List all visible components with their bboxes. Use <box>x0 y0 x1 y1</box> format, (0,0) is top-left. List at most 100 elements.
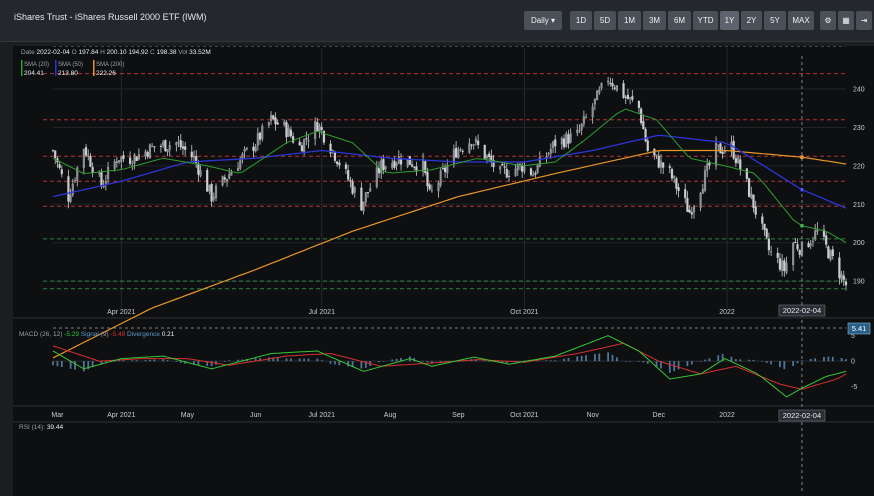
legend-name: SMA (200) <box>96 62 124 68</box>
macd-histogram-bar <box>166 360 169 362</box>
macd-histogram-bar <box>87 361 90 370</box>
month-axis-tick: May <box>181 412 195 419</box>
range-button-5y[interactable]: 5Y <box>764 11 786 30</box>
candle-body <box>567 134 570 144</box>
range-button-3m[interactable]: 3M <box>643 11 666 30</box>
macd-histogram-bar <box>607 352 609 362</box>
candle-body <box>761 216 764 224</box>
legend-value: 204.41 <box>24 70 44 77</box>
candle-body <box>206 170 209 192</box>
grid-lines <box>13 48 874 423</box>
macd-histogram-bar <box>840 357 843 362</box>
macd-histogram-bar <box>135 360 138 362</box>
range-button-1y[interactable]: 1Y <box>720 11 739 30</box>
range-button-1m[interactable]: 1M <box>618 11 641 30</box>
macd-histogram-bar <box>285 358 288 362</box>
candle-body <box>662 162 665 168</box>
range-button-1d[interactable]: 1D <box>570 11 592 30</box>
candle-body <box>223 177 226 180</box>
candle-body <box>428 184 431 190</box>
chart-svg[interactable]: 190 200 210 220 230 240 Apr 2021 Jul 2021 Oct 20… <box>13 41 874 496</box>
candle-body <box>276 122 279 125</box>
candle-body <box>490 155 493 162</box>
range-button-ytd[interactable]: YTD <box>693 11 718 30</box>
month-axis-tick: Aug <box>384 412 397 419</box>
moving-averages <box>52 108 847 359</box>
price-axis-tick: 220 <box>853 163 865 170</box>
candle-body <box>87 154 90 156</box>
macd-histogram-bar <box>197 361 200 366</box>
candle-body <box>750 193 753 199</box>
candle-body <box>701 188 704 194</box>
candle-body <box>399 158 403 165</box>
macd-legend: MACD (26, 12) -5.29 Signal (9) -5.49 Div… <box>19 331 175 338</box>
candle-body <box>708 162 711 166</box>
candle-body <box>166 149 169 153</box>
candle-body <box>320 127 323 130</box>
price-axis-tick: 190 <box>853 279 865 286</box>
candle-body <box>60 169 63 175</box>
legend-swatch <box>55 60 57 76</box>
month-axis-tick: Jul 2021 <box>309 412 336 419</box>
macd-histogram-bar <box>761 361 764 362</box>
candle-body <box>609 82 612 84</box>
macd-histogram-bar <box>351 361 354 368</box>
macd-histogram-bar <box>624 361 627 362</box>
macd-histogram-bar <box>783 361 786 370</box>
candle-body <box>162 141 165 146</box>
candle-body <box>261 125 264 140</box>
candle-body <box>344 164 348 169</box>
macd-histogram-bar <box>655 361 658 367</box>
candle-body <box>133 154 136 164</box>
range-button-2y[interactable]: 2Y <box>741 11 762 30</box>
candle-body <box>292 136 295 143</box>
candle-body <box>106 166 110 180</box>
range-button-6m[interactable]: 6M <box>668 11 691 30</box>
candle-body <box>582 116 585 125</box>
sma200-point <box>799 155 804 160</box>
candle-body <box>395 163 398 166</box>
candle-body <box>488 153 491 157</box>
macd-histogram-bar <box>254 358 257 362</box>
axis-labels: 190 200 210 220 230 240 Apr 2021 Jul 2021 Oct 20… <box>51 41 865 419</box>
candle-body <box>794 242 797 244</box>
candle-body <box>503 166 506 168</box>
sma50-line <box>52 134 847 209</box>
candle-body <box>67 176 70 202</box>
candle-body <box>159 145 163 147</box>
candle-body <box>406 158 409 167</box>
chart-area[interactable]: 190 200 210 220 230 240 Apr 2021 Jul 2021 Oct 20… <box>13 41 874 496</box>
candle-body <box>629 97 632 99</box>
candle-body <box>71 183 74 196</box>
candle-body <box>375 167 378 187</box>
interval-dropdown[interactable]: Daily ▾ <box>524 11 562 30</box>
gear-icon[interactable]: ⚙ <box>820 11 836 30</box>
macd-histogram-bar <box>329 361 332 364</box>
candle-body <box>351 181 354 194</box>
candle-body <box>267 122 270 126</box>
ohlc-info: Date 2022-02-04 O 197.84 H 200.10 194.92… <box>21 49 211 56</box>
candle-body <box>580 123 583 130</box>
calculator-icon[interactable]: ▦ <box>838 11 854 30</box>
price-axis-tick: 230 <box>853 125 865 132</box>
month-axis-tick: Jun <box>250 412 261 419</box>
macd-histogram-bar <box>413 357 416 362</box>
macd-histogram-bar <box>320 360 323 362</box>
candle-body <box>457 149 460 158</box>
legend-swatch <box>21 60 23 76</box>
candle-body <box>305 138 308 140</box>
export-icon[interactable]: ⇥ <box>856 11 872 30</box>
macd-marker-label: 5.41 <box>852 324 867 333</box>
macd-histogram-bar <box>792 361 795 366</box>
range-button-max[interactable]: MAX <box>788 11 814 30</box>
candle-body <box>736 157 740 164</box>
candle-body <box>364 192 367 203</box>
candle-body <box>640 108 643 124</box>
candle-body <box>377 167 381 174</box>
candle-body <box>829 250 832 261</box>
candle-body <box>331 150 334 152</box>
candle-body <box>131 165 134 167</box>
range-button-5d[interactable]: 5D <box>594 11 616 30</box>
info-labels: Date 2022-02-04 O 197.84 H 200.10 194.92… <box>19 49 211 431</box>
macd-histogram-bar <box>765 361 768 363</box>
